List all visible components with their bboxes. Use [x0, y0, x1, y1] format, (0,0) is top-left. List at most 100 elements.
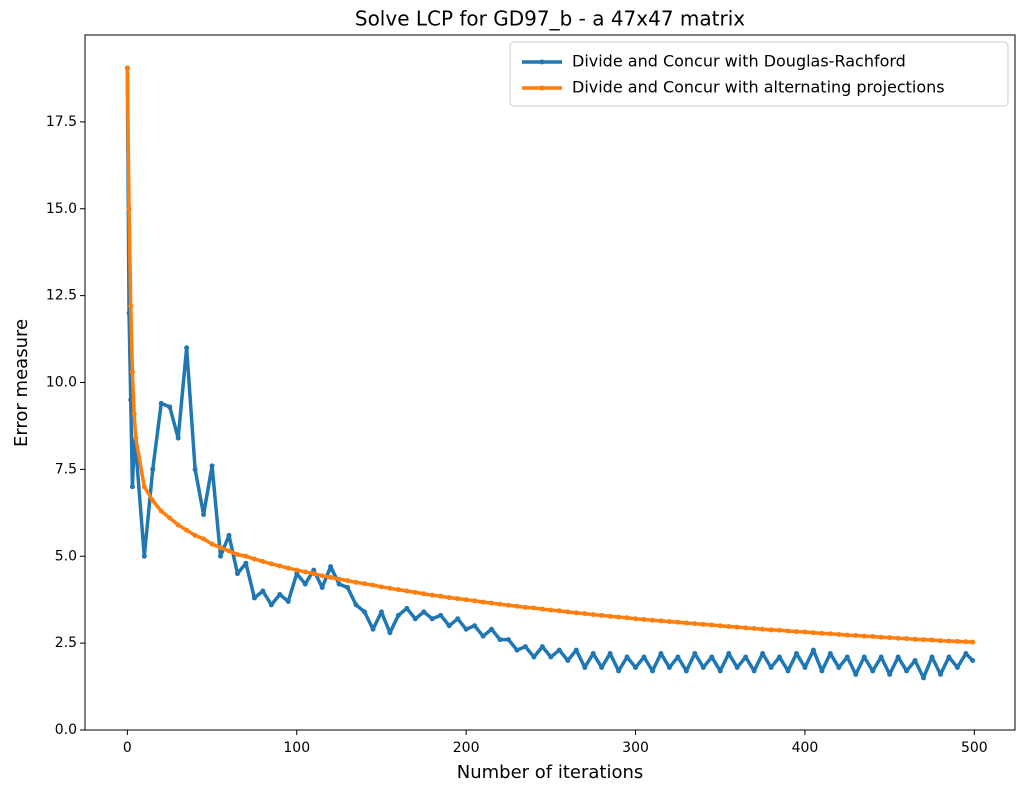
y-tick-label: 12.5 [46, 288, 77, 304]
data-point [709, 622, 715, 628]
data-point [438, 593, 444, 599]
data-point [129, 484, 135, 490]
y-tick-label: 2.5 [55, 635, 77, 651]
data-point [126, 206, 132, 212]
data-point [607, 651, 613, 657]
data-point [531, 654, 537, 660]
data-point [268, 561, 274, 567]
legend-marker [539, 59, 545, 65]
series-line [125, 68, 974, 680]
data-point [726, 623, 732, 629]
data-point [666, 619, 672, 625]
data-point [455, 596, 461, 602]
data-point [175, 522, 181, 528]
data-point [649, 668, 655, 674]
data-point [480, 599, 486, 605]
data-point [590, 651, 596, 657]
data-point [455, 616, 461, 622]
data-point [505, 602, 511, 608]
data-point [810, 630, 816, 636]
data-point [692, 651, 698, 657]
data-point [565, 658, 571, 663]
data-point [590, 612, 596, 618]
data-point [802, 629, 808, 635]
data-point [472, 623, 478, 629]
data-point [793, 651, 799, 657]
data-point [810, 647, 816, 653]
data-point [336, 576, 342, 582]
data-point [921, 637, 927, 643]
data-point [353, 602, 359, 608]
legend-marker [539, 85, 545, 91]
data-point [370, 626, 376, 632]
data-point [319, 585, 325, 591]
data-point [675, 619, 681, 625]
data-point [582, 611, 588, 617]
data-point [387, 585, 393, 591]
data-point [150, 466, 156, 472]
y-axis-label: Error measure [11, 319, 32, 447]
data-point [489, 600, 495, 606]
data-point [141, 553, 147, 559]
data-point [683, 620, 689, 626]
data-point [226, 548, 232, 554]
data-point [446, 623, 452, 629]
data-point [599, 612, 605, 618]
data-point [412, 589, 418, 595]
data-point [819, 630, 825, 636]
data-point [251, 556, 257, 562]
data-point [353, 579, 359, 585]
data-point [141, 484, 147, 490]
data-point [395, 612, 401, 618]
data-point [175, 435, 181, 441]
data-point [548, 654, 554, 660]
data-point [870, 668, 876, 674]
data-point [861, 633, 867, 639]
data-point [336, 581, 342, 587]
data-point [218, 553, 224, 559]
data-point [760, 651, 766, 657]
data-point [531, 605, 537, 611]
legend-box [509, 41, 1009, 107]
series-line [125, 67, 973, 644]
data-point [760, 626, 766, 632]
data-point [827, 631, 833, 637]
data-point [319, 573, 325, 579]
legend-label: Divide and Concur with Douglas-Rachford [572, 52, 906, 71]
data-point [793, 629, 799, 635]
data-point [362, 581, 368, 587]
data-point [497, 601, 503, 607]
y-tick-label: 0.0 [55, 722, 77, 738]
data-point [463, 597, 469, 603]
data-point [378, 609, 384, 615]
data-point [387, 630, 393, 636]
data-point [294, 567, 300, 573]
data-point [556, 608, 562, 614]
data-point [128, 303, 134, 309]
data-point [870, 634, 876, 640]
data-point [946, 638, 952, 644]
data-point [683, 668, 689, 674]
y-tick-label: 5.0 [55, 548, 77, 564]
data-point [345, 578, 351, 584]
data-point [658, 618, 664, 624]
data-point [878, 654, 884, 660]
data-point [887, 635, 893, 641]
data-point [167, 515, 173, 521]
data-point [912, 636, 918, 642]
data-point [192, 466, 198, 472]
data-point [421, 609, 427, 615]
data-point [946, 654, 952, 660]
data-point [260, 558, 266, 564]
data-point [675, 654, 681, 660]
data-point [472, 598, 478, 604]
data-point [565, 609, 571, 615]
data-point [438, 612, 444, 618]
data-point [395, 587, 401, 593]
data-point [582, 664, 588, 670]
data-point [878, 634, 884, 640]
data-point [573, 610, 579, 616]
data-point [277, 591, 283, 597]
data-point [463, 626, 469, 632]
